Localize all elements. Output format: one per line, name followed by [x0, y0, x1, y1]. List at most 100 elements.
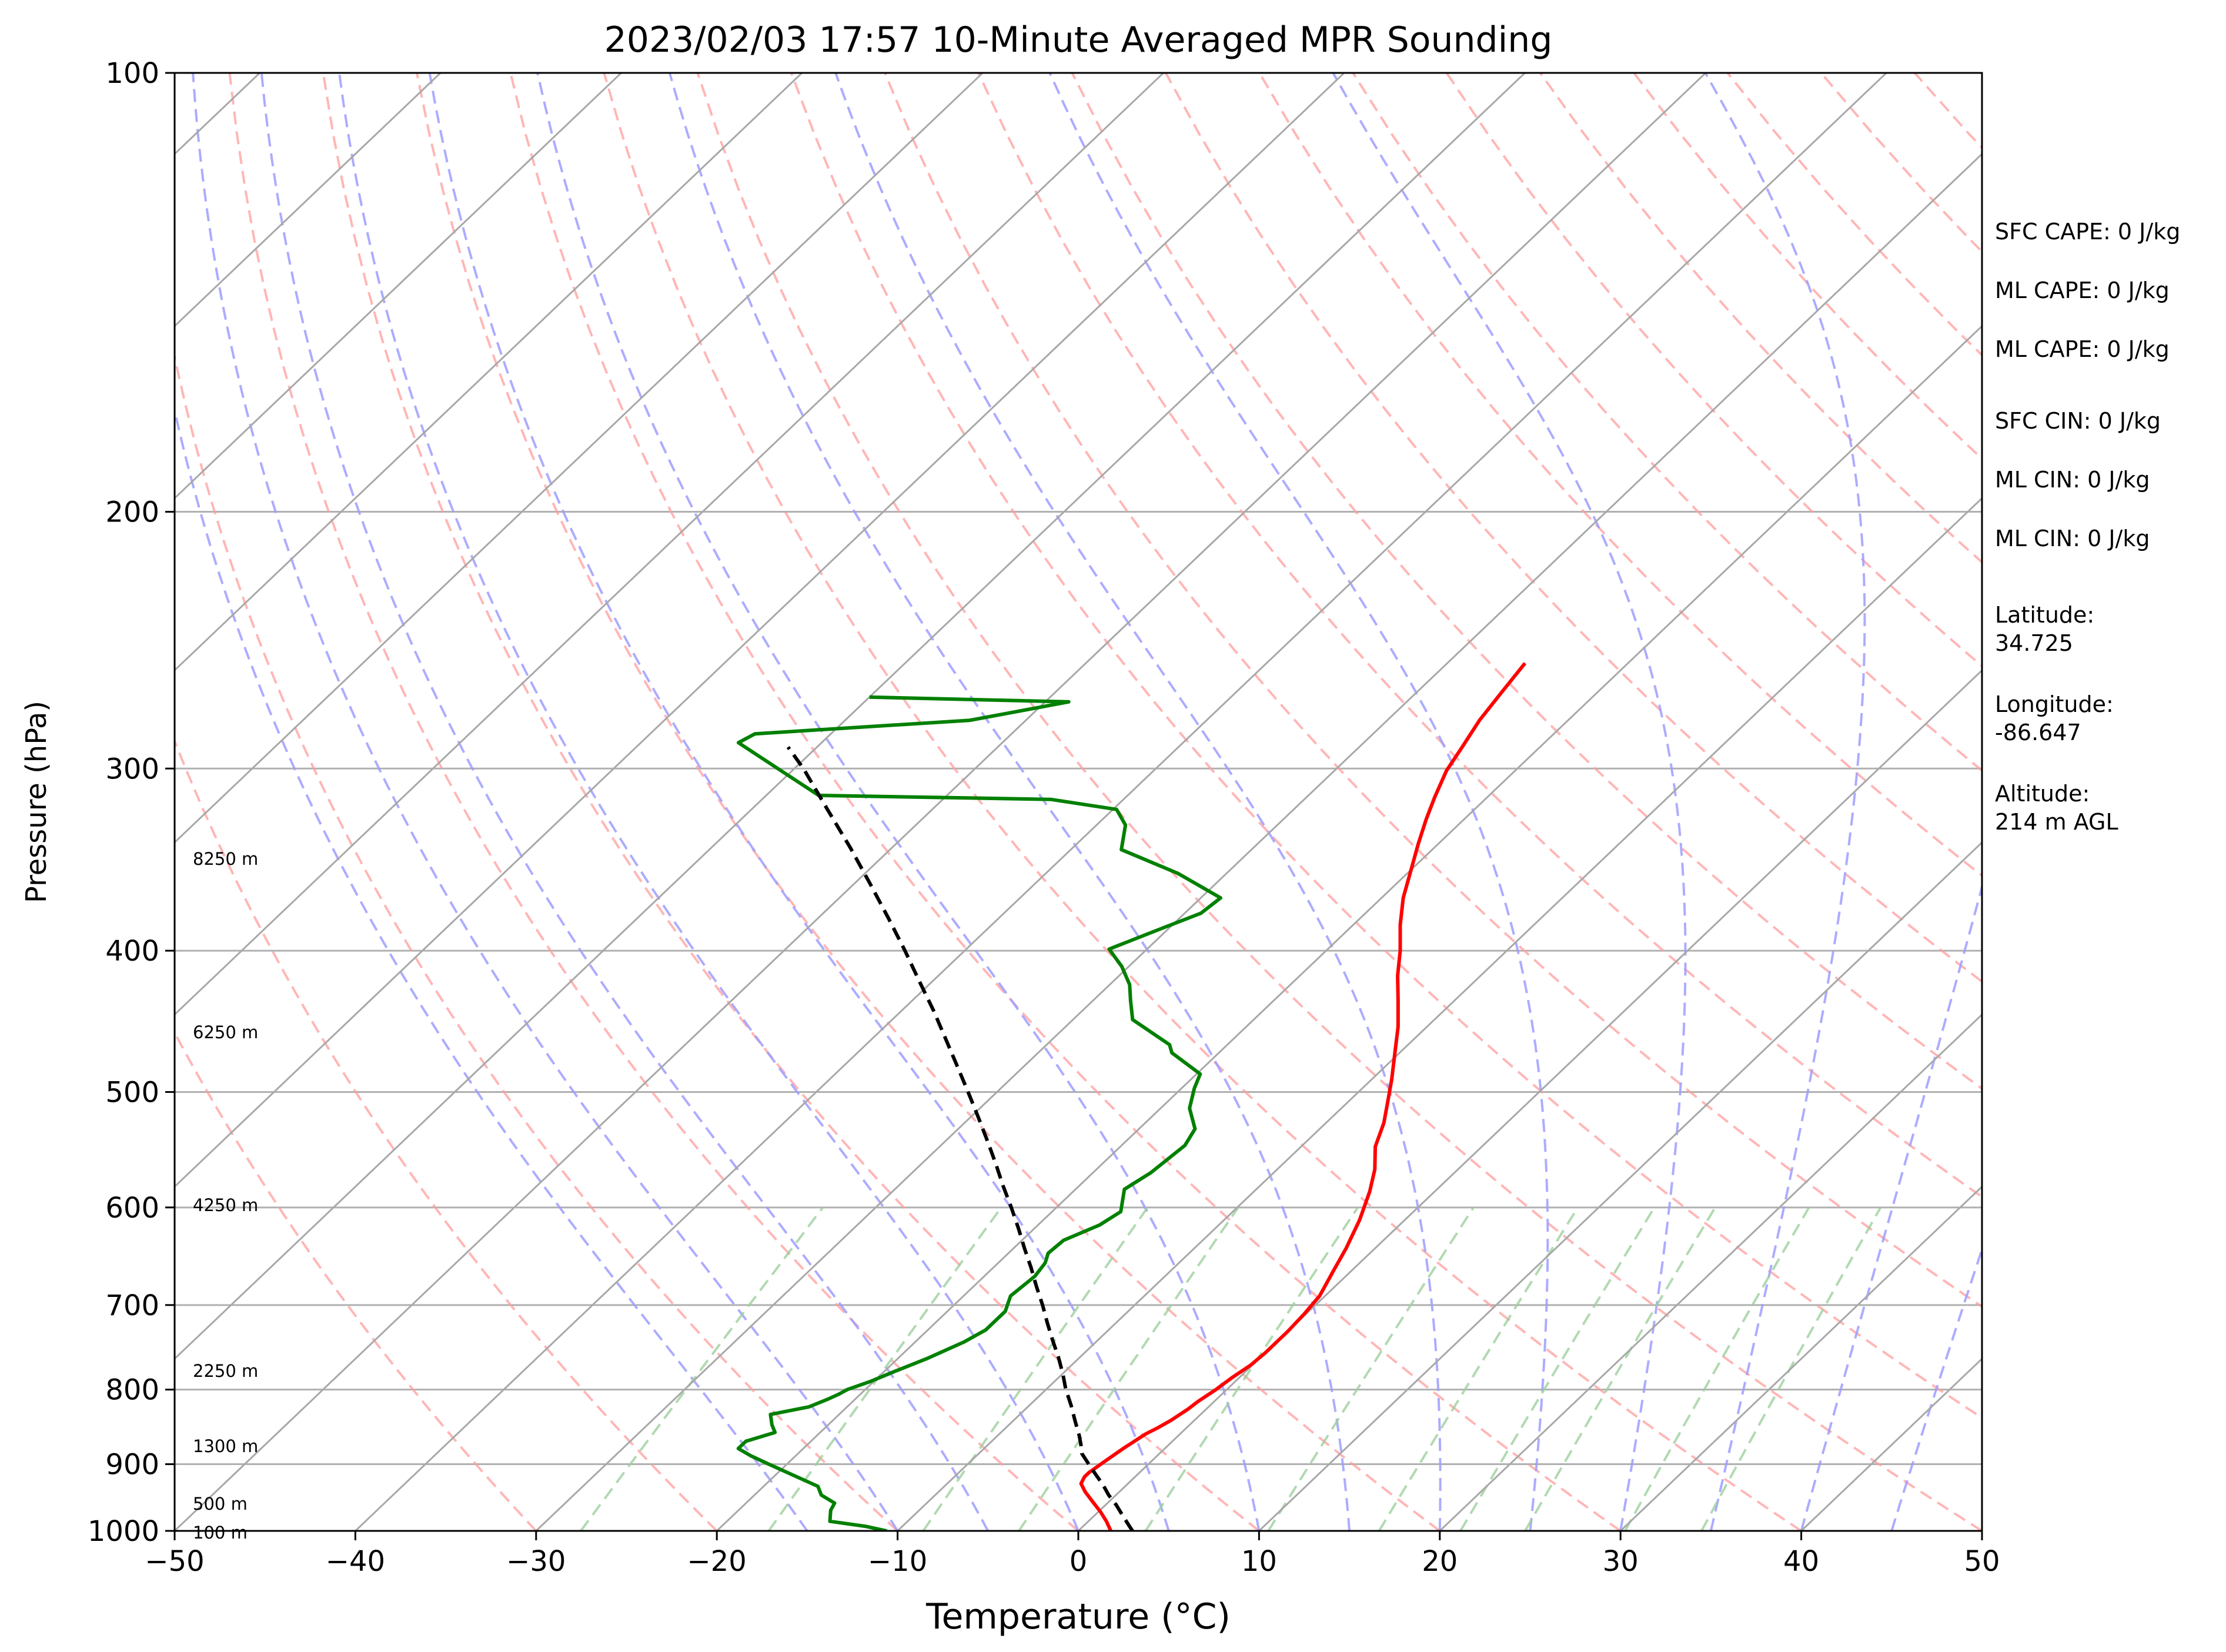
dry-adiabat-10	[884, 73, 1982, 1308]
longitude-label: Longitude:	[1995, 691, 2114, 717]
moist-adiabat-6	[668, 73, 1351, 1531]
height-label-4: 1300 m	[193, 1436, 258, 1456]
y-tick-label-8: 900	[105, 1449, 159, 1482]
mixing-ratio-line-9	[1624, 1206, 1810, 1531]
moist-adiabat-7	[834, 73, 1442, 1531]
isotherm-line-17	[1439, 1013, 1982, 1531]
dry-adiabat-9	[790, 73, 1982, 1420]
y-tick-label-4: 500	[105, 1076, 159, 1109]
isotherm-line-12	[535, 152, 1982, 1531]
isotherm-line-6	[175, 73, 984, 844]
y-tick-label-2: 300	[105, 753, 159, 785]
dry-adiabat-7	[603, 73, 1802, 1531]
dry-adiabats	[175, 73, 1982, 1531]
height-label-3: 2250 m	[193, 1361, 258, 1381]
y-axis-label: Pressure (hPa)	[20, 701, 53, 903]
altitude-value: 214 m AGL	[1995, 809, 2118, 835]
mixing-ratio-line-2	[922, 1206, 1149, 1531]
moist-adiabats	[175, 73, 1982, 1531]
ml-cape-text-2: ML CAPE: 0 J/kg	[1995, 336, 2170, 362]
x-tick-label-9: 40	[1783, 1545, 1819, 1578]
x-tick-label-0: −50	[145, 1545, 204, 1578]
moist-adiabat-9	[1332, 73, 1687, 1531]
moist-adiabat-3	[338, 73, 1079, 1531]
dry-adiabat-5	[416, 73, 1440, 1531]
moist-adiabat-2	[260, 73, 990, 1531]
x-tick-label-2: −30	[506, 1545, 566, 1578]
x-tick-label-3: −20	[687, 1545, 747, 1578]
isotherm-line-5	[175, 73, 803, 672]
chart-title: 2023/02/03 17:57 10-Minute Averaged MPR …	[604, 19, 1553, 61]
mixing-ratio-line-0	[580, 1206, 824, 1531]
height-label-0: 8250 m	[193, 849, 258, 869]
dry-adiabat-4	[322, 73, 1260, 1531]
x-tick-label-5: 0	[1069, 1545, 1088, 1578]
height-label-1: 6250 m	[193, 1022, 258, 1042]
dry-adiabat-15	[1352, 73, 1982, 773]
height-label-6: 100 m	[193, 1523, 248, 1543]
x-tick-label-1: −40	[326, 1545, 385, 1578]
isotherm-line-18	[1620, 1185, 1982, 1531]
sounding-series	[736, 662, 1527, 1531]
y-tick-label-7: 800	[105, 1374, 159, 1407]
sounding-series-1	[736, 695, 1223, 1531]
height-label-5: 500 m	[193, 1494, 248, 1514]
isotherm-line-10	[175, 73, 1707, 1531]
y-tick-label-9: 1000	[88, 1515, 159, 1548]
moist-adiabat-10	[1704, 73, 1866, 1531]
moist-adiabat-0	[175, 405, 808, 1531]
height-label-2: 4250 m	[193, 1195, 258, 1215]
y-tick-label-6: 700	[105, 1289, 159, 1322]
isotherm-line-9	[175, 73, 1526, 1360]
longitude-value: -86.647	[1995, 720, 2081, 745]
x-tick-label-8: 30	[1603, 1545, 1639, 1578]
y-axis-ticks: 100 200 300 400 500 600 700 800 900 1000	[88, 57, 175, 1548]
dry-adiabat-8	[696, 73, 1982, 1531]
y-tick-label-1: 200	[105, 496, 159, 529]
x-tick-label-6: 10	[1241, 1545, 1277, 1578]
moist-adiabat-11	[1800, 882, 1982, 1531]
latitude-label: Latitude:	[1995, 602, 2095, 628]
x-axis-ticks: −50 −40 −30 −20 −10 0 10 20 30 40 50	[145, 1531, 2000, 1578]
dry-adiabat-2	[175, 350, 898, 1531]
dry-adiabat-6	[509, 73, 1622, 1531]
moist-adiabat-8	[1048, 73, 1549, 1531]
ml-cape-text: ML CAPE: 0 J/kg	[1995, 277, 2170, 303]
height-labels: 8250 m 6250 m 4250 m 2250 m 1300 m 500 m 100 m	[193, 849, 258, 1543]
dry-adiabat-16	[1445, 73, 1982, 668]
sounding-series-2	[786, 745, 1134, 1531]
sfc-cin-text: SFC CIN: 0 J/kg	[1995, 408, 2161, 434]
dry-adiabat-14	[1258, 73, 1982, 877]
plot-area	[175, 73, 1982, 1531]
x-tick-label-4: −10	[868, 1545, 927, 1578]
x-axis-label: Temperature (°C)	[925, 1596, 1231, 1637]
mixing-ratio-line-10	[1700, 1206, 1882, 1531]
moist-adiabat-12	[1890, 1245, 1982, 1531]
moist-adiabat-4	[428, 73, 1170, 1531]
isotherm-line-11	[355, 73, 1887, 1531]
mixing-ratio-line-6	[1378, 1206, 1579, 1531]
isotherm-line-8	[175, 73, 1345, 1188]
dry-adiabat-3	[228, 73, 1079, 1531]
y-tick-label-5: 600	[105, 1192, 159, 1225]
isotherm-line-14	[897, 497, 1982, 1531]
sounding-series-0	[1079, 662, 1527, 1531]
isotherm-line-16	[1258, 841, 1982, 1531]
isotherm-gridlines	[175, 73, 1982, 1531]
ml-cin-text-2: ML CIN: 0 J/kg	[1995, 526, 2150, 551]
mixing-ratio-line-5	[1267, 1206, 1475, 1531]
mixing-ratio-line-8	[1524, 1206, 1716, 1531]
moist-adiabat-1	[192, 73, 899, 1531]
y-tick-label-0: 100	[105, 57, 159, 90]
dry-adiabat-1	[175, 738, 718, 1531]
isotherm-line-7	[175, 73, 1164, 1016]
altitude-label: Altitude:	[1995, 781, 2090, 807]
latitude-value: 34.725	[1995, 630, 2073, 656]
dry-adiabat-13	[1164, 73, 1982, 984]
ml-cin-text: ML CIN: 0 J/kg	[1995, 467, 2150, 493]
mixing-ratio-line-3	[1018, 1206, 1239, 1531]
y-tick-label-3: 400	[105, 935, 159, 968]
x-tick-label-7: 20	[1422, 1545, 1458, 1578]
